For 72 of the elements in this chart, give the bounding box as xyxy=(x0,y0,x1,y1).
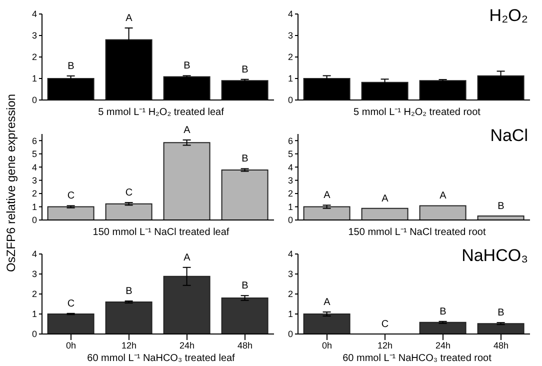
x-axis-title: 150 mmol L⁻¹ NaCl treated leaf xyxy=(92,226,230,238)
y-tick-label: 2 xyxy=(288,188,293,199)
y-tick-label: 5 xyxy=(32,149,37,160)
x-tick-label: 0h xyxy=(322,340,332,350)
annotation: A xyxy=(440,190,447,202)
y-tick-label: 2 xyxy=(32,52,37,62)
annotation: C xyxy=(381,319,389,330)
annotation: B xyxy=(126,286,133,297)
y-tick-label: 5 xyxy=(288,149,293,160)
y-tick-label: 3 xyxy=(32,30,37,41)
x-axis-title: 60 mmol L⁻¹ NaHCO₃ treated root xyxy=(342,352,492,364)
annotation: B xyxy=(498,308,505,319)
y-tick-label: 4 xyxy=(32,9,37,20)
x-axis-title: 150 mmol L⁻¹ NaCl treated root xyxy=(347,226,487,238)
y-tick-label: 1 xyxy=(288,74,293,84)
x-tick-label: 48h xyxy=(493,340,509,350)
annotation: C xyxy=(125,188,133,199)
annotation: B xyxy=(242,280,249,292)
annotation: A xyxy=(324,190,331,202)
chart-title: H₂O₂ xyxy=(489,6,528,26)
x-axis-title: 5 mmol L⁻¹ H₂O₂ treated leaf xyxy=(97,106,225,118)
annotation: B xyxy=(242,154,249,165)
y-tick-label: 0 xyxy=(288,215,293,226)
y-tick-label: 2 xyxy=(288,289,293,300)
y-tick-label: 3 xyxy=(288,30,293,41)
y-tick-label: 3 xyxy=(288,269,293,280)
annotation: C xyxy=(67,190,75,202)
y-tick-label: 3 xyxy=(288,176,293,186)
annotation: A xyxy=(184,124,191,136)
y-tick-label: 0 xyxy=(288,95,293,106)
x-tick-label: 24h xyxy=(179,340,195,350)
annotation: C xyxy=(67,298,75,310)
y-tick-label: 1 xyxy=(32,309,37,320)
x-tick-label: 48h xyxy=(237,340,253,350)
annotation: A xyxy=(382,193,389,204)
y-tick-label: 4 xyxy=(288,162,293,172)
annotation: A xyxy=(184,252,191,264)
y-axis-title: OsZFP6 relative gene expression xyxy=(4,94,18,272)
y-tick-label: 1 xyxy=(288,309,293,320)
y-tick-label: 6 xyxy=(32,136,37,146)
y-tick-label: 4 xyxy=(32,162,37,172)
x-axis-title: 5 mmol L⁻¹ H₂O₂ treated root xyxy=(352,106,482,118)
y-tick-label: 0 xyxy=(288,329,293,340)
annotation: A xyxy=(324,297,331,308)
annotation: B xyxy=(242,64,249,76)
y-tick-label: 3 xyxy=(32,269,37,280)
y-tick-label: 0 xyxy=(32,329,37,340)
y-tick-label: 1 xyxy=(288,202,293,212)
y-tick-label: 4 xyxy=(288,9,293,20)
y-tick-label: 1 xyxy=(32,74,37,84)
x-tick-label: 12h xyxy=(121,340,137,350)
x-tick-label: 12h xyxy=(377,340,393,350)
x-axis-title: 60 mmol L⁻¹ NaHCO₃ treated leaf xyxy=(86,352,236,364)
x-tick-label: 24h xyxy=(435,340,451,350)
annotation: B xyxy=(440,306,447,318)
y-tick-label: 2 xyxy=(288,52,293,62)
y-tick-label: 4 xyxy=(288,249,293,260)
annotation: B xyxy=(68,60,75,72)
y-tick-label: 2 xyxy=(32,289,37,300)
y-tick-label: 0 xyxy=(32,95,37,106)
annotation: B xyxy=(498,201,505,212)
y-tick-label: 2 xyxy=(32,188,37,199)
y-tick-label: 0 xyxy=(32,215,37,226)
chart-title: NaHCO₃ xyxy=(462,246,528,266)
y-tick-label: 6 xyxy=(288,136,293,146)
annotation: A xyxy=(126,12,133,24)
y-tick-label: 4 xyxy=(32,249,37,260)
x-tick-label: 0h xyxy=(66,340,76,350)
y-tick-label: 1 xyxy=(32,202,37,212)
y-tick-label: 3 xyxy=(32,176,37,186)
annotation: B xyxy=(184,60,191,72)
chart-title: NaCl xyxy=(490,126,528,146)
